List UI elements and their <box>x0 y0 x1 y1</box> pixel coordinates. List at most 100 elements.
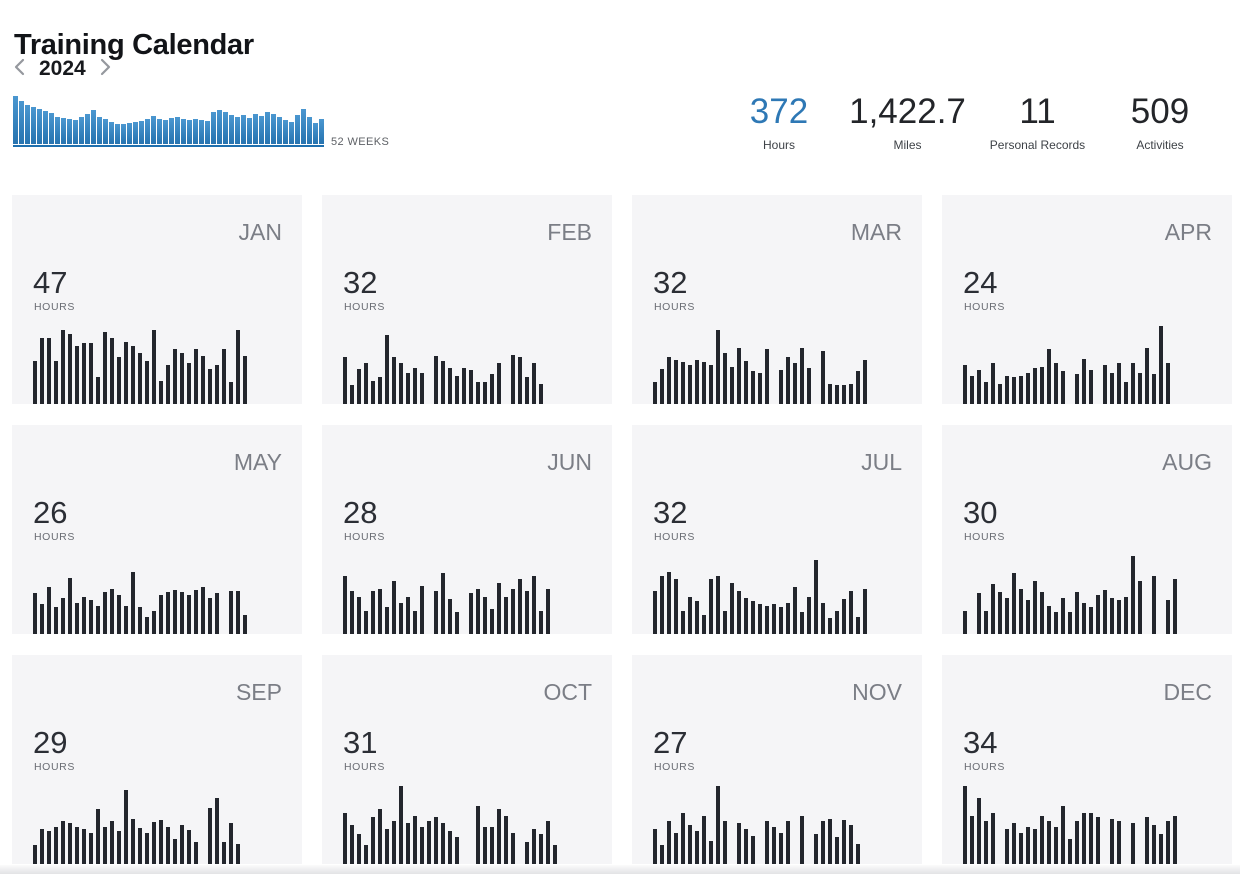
previous-year-button[interactable] <box>12 56 27 81</box>
day-bar <box>243 355 247 404</box>
day-bar <box>427 821 431 864</box>
month-card-nov[interactable]: NOV 27 HOURS <box>632 655 922 864</box>
day-bar <box>392 580 396 634</box>
day-bar <box>448 368 452 404</box>
day-bar <box>152 821 156 864</box>
day-bar <box>765 821 769 864</box>
day-bar <box>1152 374 1156 404</box>
week-bar <box>115 123 120 144</box>
next-year-button[interactable] <box>98 56 113 81</box>
month-card-may[interactable]: MAY 26 HOURS <box>12 425 302 634</box>
day-bar <box>709 579 713 634</box>
week-bar <box>73 120 78 144</box>
week-bar <box>187 120 192 144</box>
week-bar <box>271 113 276 144</box>
day-bar <box>984 610 988 634</box>
week-bar <box>259 115 264 144</box>
day-bar <box>1159 834 1163 864</box>
day-bar <box>441 361 445 404</box>
day-bar <box>68 577 72 634</box>
day-bar <box>716 786 720 864</box>
day-bar <box>539 610 543 634</box>
day-bar <box>434 355 438 404</box>
day-bar <box>54 361 58 404</box>
day-bar <box>180 353 184 404</box>
day-bar <box>215 797 219 864</box>
day-bar <box>546 588 550 634</box>
week-bar <box>253 113 258 144</box>
day-bar <box>786 602 790 634</box>
day-bar <box>814 559 818 634</box>
day-bar <box>546 821 550 864</box>
day-bar <box>1117 363 1121 404</box>
month-hours-unit: HOURS <box>34 531 75 543</box>
day-bar <box>47 587 51 634</box>
weekly-sparkline-bars[interactable] <box>13 96 325 144</box>
month-card-apr[interactable]: APR 24 HOURS <box>942 195 1232 404</box>
day-bar <box>371 591 375 634</box>
day-bar <box>1117 599 1121 634</box>
week-bar <box>97 116 102 144</box>
day-bar <box>539 383 543 404</box>
week-bar <box>169 118 174 144</box>
day-bar <box>1061 805 1065 864</box>
day-bar <box>1054 826 1058 864</box>
month-hours-value: 27 <box>653 725 688 760</box>
daily-bars-chart <box>33 326 250 404</box>
day-bar <box>800 347 804 404</box>
day-bar <box>145 361 149 404</box>
day-bar <box>1005 598 1009 634</box>
day-bar <box>1082 602 1086 634</box>
month-card-jan[interactable]: JAN 47 HOURS <box>12 195 302 404</box>
month-card-jul[interactable]: JUL 32 HOURS <box>632 425 922 634</box>
month-card-sep[interactable]: SEP 29 HOURS <box>12 655 302 864</box>
day-bar <box>744 361 748 404</box>
day-bar <box>1124 596 1128 634</box>
month-hours-value: 31 <box>343 725 378 760</box>
day-bar <box>1054 363 1058 404</box>
day-bar <box>849 591 853 634</box>
day-bar <box>688 365 692 404</box>
week-bar <box>103 119 108 144</box>
week-bar <box>211 112 216 144</box>
day-bar <box>511 832 515 864</box>
day-bar <box>490 609 494 634</box>
day-bar <box>110 588 114 634</box>
day-bar <box>681 361 685 404</box>
day-bar <box>96 809 100 864</box>
month-card-aug[interactable]: AUG 30 HOURS <box>942 425 1232 634</box>
month-label: SEP <box>235 679 282 705</box>
day-bar <box>814 834 818 864</box>
day-bar <box>173 590 177 634</box>
chevron-right-icon <box>100 58 111 79</box>
day-bar <box>448 831 452 864</box>
day-bar <box>1082 358 1086 404</box>
day-bar <box>828 818 832 864</box>
stat-activities-value: 509 <box>1130 92 1190 131</box>
day-bar <box>455 375 459 404</box>
day-bar <box>236 591 240 634</box>
day-bar <box>1019 588 1023 634</box>
month-card-jun[interactable]: JUN 28 HOURS <box>322 425 612 634</box>
month-card-dec[interactable]: DEC 34 HOURS <box>942 655 1232 864</box>
month-label: AUG <box>1162 449 1212 475</box>
stat-hours-label: Hours <box>762 137 795 152</box>
week-bar <box>265 111 270 144</box>
day-bar <box>695 359 699 404</box>
day-bar <box>1026 826 1030 864</box>
week-bar <box>31 106 36 144</box>
week-bar <box>91 110 96 144</box>
day-bar <box>61 598 65 634</box>
month-card-mar[interactable]: MAR 32 HOURS <box>632 195 922 404</box>
day-bar <box>476 805 480 864</box>
day-bar <box>54 607 58 634</box>
day-bar <box>1033 828 1037 864</box>
month-card-feb[interactable]: FEB 32 HOURS <box>322 195 612 404</box>
day-bar <box>1166 821 1170 864</box>
month-hours-value: 32 <box>653 265 688 300</box>
day-bar <box>1047 605 1051 634</box>
month-card-oct[interactable]: OCT 31 HOURS <box>322 655 612 864</box>
chevron-left-icon <box>14 58 25 79</box>
sparkline-baseline <box>13 145 324 147</box>
